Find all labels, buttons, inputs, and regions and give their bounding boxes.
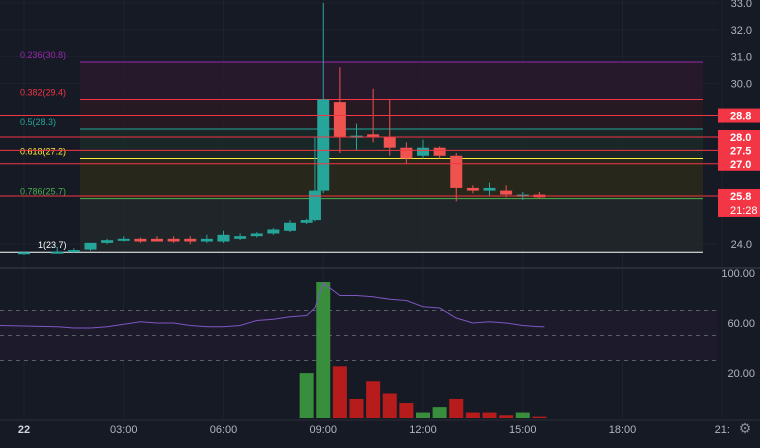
candle-body[interactable] xyxy=(167,238,180,242)
candle-body[interactable] xyxy=(234,236,247,239)
candle-body[interactable] xyxy=(483,187,496,191)
volume-bar xyxy=(449,398,464,418)
price-tick-label: 24.0 xyxy=(731,239,752,251)
fib-level-label: 0.5(28.3) xyxy=(20,117,56,127)
price-badge-label: 25.8 xyxy=(730,191,751,203)
oscillator-tick-label: 60.00 xyxy=(727,318,755,330)
oscillator-pane xyxy=(0,282,718,418)
candle-body[interactable] xyxy=(200,238,213,242)
candle-body[interactable] xyxy=(466,187,479,191)
candle-body[interactable] xyxy=(367,134,380,137)
candle-body[interactable] xyxy=(383,137,396,148)
price-badge-bg xyxy=(718,108,760,123)
price-badge-label: 27.0 xyxy=(730,159,751,171)
price-badge[interactable]: 28.0 xyxy=(0,130,760,144)
price-badge-bg xyxy=(718,143,760,158)
time-tick-label: 03:00 xyxy=(110,424,138,436)
time-tick-label: 22 xyxy=(18,424,30,436)
price-badge-bg xyxy=(718,130,760,144)
price-axis[interactable]: 33.032.031.030.028.824.028.828.027.527.0… xyxy=(0,0,760,251)
volume-bar xyxy=(416,412,430,418)
price-tick-label: 31.0 xyxy=(731,52,752,64)
time-tick-label: 12:00 xyxy=(409,424,437,436)
candle-body[interactable] xyxy=(267,229,280,234)
candle-body[interactable] xyxy=(417,147,429,156)
candle-body[interactable] xyxy=(134,238,147,242)
time-tick-label: 15:00 xyxy=(509,424,537,436)
volume-bar xyxy=(366,381,381,418)
price-badge-bg xyxy=(718,188,760,217)
countdown-label: 21:28 xyxy=(730,205,758,217)
price-badge-label: 27.5 xyxy=(730,145,751,157)
candle-body[interactable] xyxy=(317,99,330,191)
volume-bar xyxy=(499,415,514,418)
volume-bar xyxy=(299,373,314,418)
candle-body[interactable] xyxy=(67,250,80,253)
candle-body[interactable] xyxy=(308,190,321,221)
candle-body[interactable] xyxy=(184,238,197,242)
candle-body[interactable] xyxy=(250,233,263,237)
price-tick-label: 30.0 xyxy=(731,78,752,90)
price-tick-label: 32.0 xyxy=(731,25,752,37)
settings-gear-icon[interactable]: ⚙ xyxy=(738,420,752,436)
fib-level-label: 0.618(27.2) xyxy=(20,146,66,156)
fib-retracement[interactable]: 0.236(30.8) 0.382(29.4) 0.5(28.3) 0.618(27.… xyxy=(0,50,703,253)
volume-bar xyxy=(332,366,347,418)
volume-bar xyxy=(349,398,364,418)
volume-bar xyxy=(316,282,331,418)
oscillator-tick-label: 20.00 xyxy=(727,368,755,380)
fib-zone-band xyxy=(80,99,703,129)
price-badge-label: 28.0 xyxy=(730,132,751,144)
price-badge[interactable]: 27.0 xyxy=(0,156,760,171)
rsi-line xyxy=(0,282,545,329)
candle-body[interactable] xyxy=(117,238,130,241)
oscillator-axis[interactable]: 100.00 60.00 20.00 xyxy=(721,268,755,380)
candles xyxy=(18,3,546,255)
price-tick-label: 33.0 xyxy=(731,0,752,10)
candle-body[interactable] xyxy=(101,240,114,243)
volume-bar xyxy=(465,412,480,418)
candle-body[interactable] xyxy=(284,222,296,231)
time-tick-label: 06:00 xyxy=(210,424,238,436)
fib-zone-band xyxy=(80,198,703,253)
fib-level-label: 0.236(30.8) xyxy=(20,50,66,60)
candle-body[interactable] xyxy=(300,220,313,223)
fib-zone-band xyxy=(80,61,703,100)
volume-bar xyxy=(382,393,397,418)
volume-bar xyxy=(399,403,414,418)
price-badge[interactable]: 28.8 xyxy=(0,108,760,123)
fib-level-label: 0.786(25.7) xyxy=(20,187,66,197)
fib-level-label: 1(23.7) xyxy=(38,240,67,250)
price-badge[interactable]: 25.8 21:28 xyxy=(0,188,760,217)
price-badge[interactable]: 27.5 xyxy=(0,143,760,158)
price-badge-bg xyxy=(718,156,760,171)
volume-bar xyxy=(515,412,530,418)
candle-body[interactable] xyxy=(51,251,64,254)
time-tick-label: 21: xyxy=(715,424,730,436)
volume-bar xyxy=(432,407,447,418)
candle-body[interactable] xyxy=(450,155,463,188)
candle-body[interactable] xyxy=(333,102,346,137)
candle-body[interactable] xyxy=(217,234,230,242)
candle-body[interactable] xyxy=(400,147,413,159)
time-tick-label: 09:00 xyxy=(309,424,337,436)
fib-zone-band xyxy=(80,158,703,199)
candle-body[interactable] xyxy=(151,238,163,242)
candle-body[interactable] xyxy=(500,190,513,195)
time-axis[interactable]: 22 03:00 06:00 09:00 12:00 15:00 18:00 21: xyxy=(18,424,730,436)
candle-body[interactable] xyxy=(433,147,446,156)
candle-body[interactable] xyxy=(18,252,30,255)
oscillator-tick-label: 100.00 xyxy=(721,268,755,280)
volume-bar xyxy=(482,412,497,418)
volume-bar xyxy=(532,416,547,418)
rsi-band-fill xyxy=(0,310,718,361)
candle-body[interactable] xyxy=(84,242,97,250)
time-tick-label: 18:00 xyxy=(609,424,637,436)
fib-level-label: 0.382(29.4) xyxy=(20,87,66,97)
price-badge-label: 28.8 xyxy=(730,111,751,123)
